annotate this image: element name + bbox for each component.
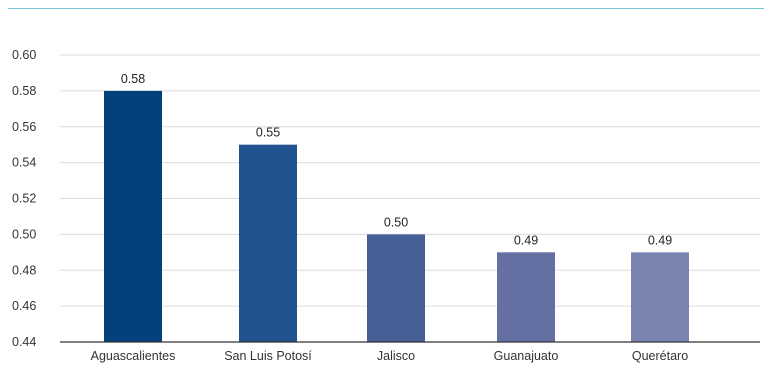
x-tick-label: Guanajuato — [494, 349, 559, 363]
bar-san-luis-potos- — [239, 144, 297, 342]
y-tick-label: 0.44 — [12, 335, 36, 349]
data-label: 0.50 — [384, 215, 408, 229]
bar-quer-taro — [631, 252, 689, 342]
y-tick-label: 0.54 — [12, 156, 36, 170]
x-tick-label: San Luis Potosí — [224, 349, 312, 363]
data-label: 0.49 — [648, 233, 672, 247]
data-label: 0.49 — [514, 233, 538, 247]
bar-guanajuato — [497, 252, 555, 342]
data-label: 0.58 — [121, 72, 145, 86]
y-tick-label: 0.46 — [12, 299, 36, 313]
y-tick-label: 0.58 — [12, 84, 36, 98]
y-tick-label: 0.50 — [12, 227, 36, 241]
x-tick-label: Jalisco — [377, 349, 415, 363]
y-tick-label: 0.52 — [12, 192, 36, 206]
top-accent-rule — [8, 8, 764, 9]
bar-jalisco — [367, 234, 425, 342]
y-tick-label: 0.56 — [12, 120, 36, 134]
x-tick-label: Querétaro — [632, 349, 688, 363]
data-label: 0.55 — [256, 126, 280, 140]
bar-aguascalientes — [104, 90, 162, 342]
y-tick-label: 0.48 — [12, 263, 36, 277]
x-tick-label: Aguascalientes — [91, 349, 176, 363]
y-tick-label: 0.60 — [12, 48, 36, 62]
